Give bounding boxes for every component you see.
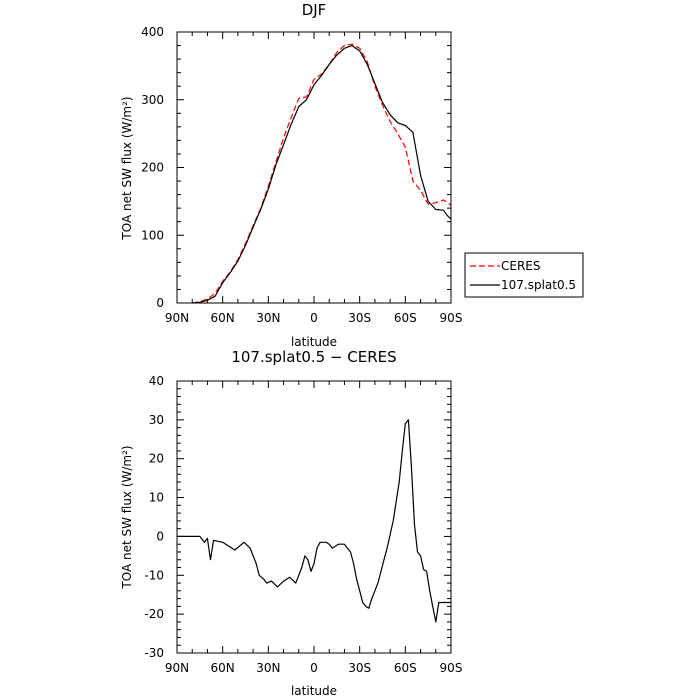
bottom-x-tick-label: 0: [310, 661, 318, 675]
top-x-tick-label: 90N: [165, 311, 189, 325]
bottom-y-tick-label: 0: [156, 529, 164, 543]
top-x-tick-label: 60N: [211, 311, 235, 325]
top-plot-area: [192, 43, 452, 304]
bottom-x-tick-label: 60S: [394, 661, 417, 675]
bottom-x-tick-label: 90N: [165, 661, 189, 675]
top-series-line-107-splat0-5: [192, 44, 452, 304]
bottom-y-axis-label: TOA net SW flux (W/m²): [120, 445, 134, 589]
bottom-plot-area: [177, 419, 451, 623]
top-x-tick-label: 30S: [348, 311, 371, 325]
top-y-axis-label: TOA net SW flux (W/m²): [120, 96, 134, 240]
bottom-y-tick-label: -30: [144, 646, 164, 660]
bottom-x-axis-label: latitude: [291, 684, 337, 698]
bottom-y-tick-label: 40: [149, 374, 164, 388]
top-y-tick-label: 400: [141, 25, 164, 39]
bottom-x-tick-label: 90S: [440, 661, 463, 675]
bottom-y-tick-label: 20: [149, 452, 164, 466]
top-y-tick-label: 100: [141, 228, 164, 242]
bottom-x-tick-label: 30S: [348, 661, 371, 675]
top-y-tick-label: 0: [156, 296, 164, 310]
top-x-tick-label: 90S: [440, 311, 463, 325]
top-x-axis-label: latitude: [291, 335, 337, 349]
bottom-y-tick-label: -20: [144, 607, 164, 621]
bottom-plot-frame: [176, 380, 452, 654]
legend: CERES 107.splat0.5: [464, 252, 584, 298]
top-series-line-ceres: [192, 43, 452, 304]
bottom-chart-title: 107.splat0.5 − CERES: [231, 348, 396, 366]
bottom-y-tick-label: 10: [149, 491, 164, 505]
legend-label-model: 107.splat0.5: [501, 278, 576, 292]
legend-label-ceres: CERES: [501, 259, 541, 273]
bottom-x-tick-label: 60N: [211, 661, 235, 675]
top-x-tick-label: 60S: [394, 311, 417, 325]
bottom-y-tick-label: 30: [149, 413, 164, 427]
legend-box: [464, 252, 584, 298]
bottom-y-tick-label: -10: [144, 568, 164, 582]
bottom-x-tick-label: 30N: [256, 661, 280, 675]
top-x-tick-label: 0: [310, 311, 318, 325]
top-y-tick-label: 200: [141, 161, 164, 175]
top-panel: DJF 90N 60N 30N 0 30S 60S 90S 0 100 200 300 400 lat…: [120, 1, 584, 349]
top-axes: 90N 60N 30N 0 30S 60S 90S 0 100 200 300 400: [141, 25, 462, 325]
bottom-panel: 107.splat0.5 − CERES 90N 60N 30N 0 30S 60S 90S…: [120, 348, 462, 698]
bottom-axes: 90N 60N 30N 0 30S 60S 90S -30 -20 -10 0 10 20 30 40: [144, 374, 462, 675]
top-y-tick-label: 300: [141, 93, 164, 107]
bottom-series-line-1: [177, 419, 451, 623]
top-plot-frame: [176, 31, 452, 304]
top-chart-title: DJF: [302, 1, 327, 19]
top-x-tick-label: 30N: [256, 311, 280, 325]
